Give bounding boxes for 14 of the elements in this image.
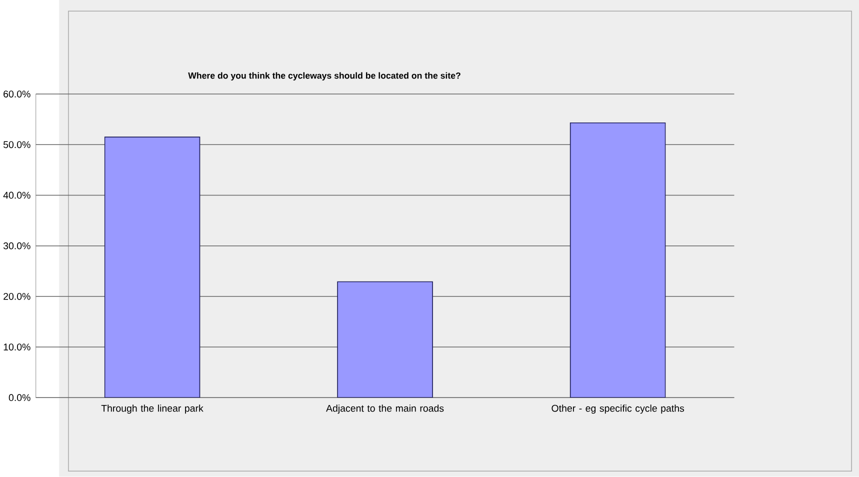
y-tick-label: 0.0% bbox=[8, 394, 30, 402]
y-tick-label: 40.0% bbox=[3, 192, 30, 199]
x-tick-label: Through the linear park bbox=[101, 404, 204, 414]
bar bbox=[337, 281, 433, 398]
y-tick-label: 30.0% bbox=[3, 242, 30, 250]
bar bbox=[570, 122, 666, 398]
x-tick-label: Adjacent to the main roads bbox=[326, 404, 444, 414]
y-tick-label: 20.0% bbox=[4, 293, 30, 300]
y-tick-label: 60.0% bbox=[4, 90, 30, 98]
bar bbox=[104, 136, 200, 398]
y-tick-label: 10.0% bbox=[4, 344, 30, 351]
x-tick-label: Other - eg specific cycle paths bbox=[552, 404, 684, 414]
chart-title: Where do you think the cycleways should be located on the site? bbox=[188, 72, 460, 81]
y-tick-label: 50.0% bbox=[3, 141, 30, 148]
